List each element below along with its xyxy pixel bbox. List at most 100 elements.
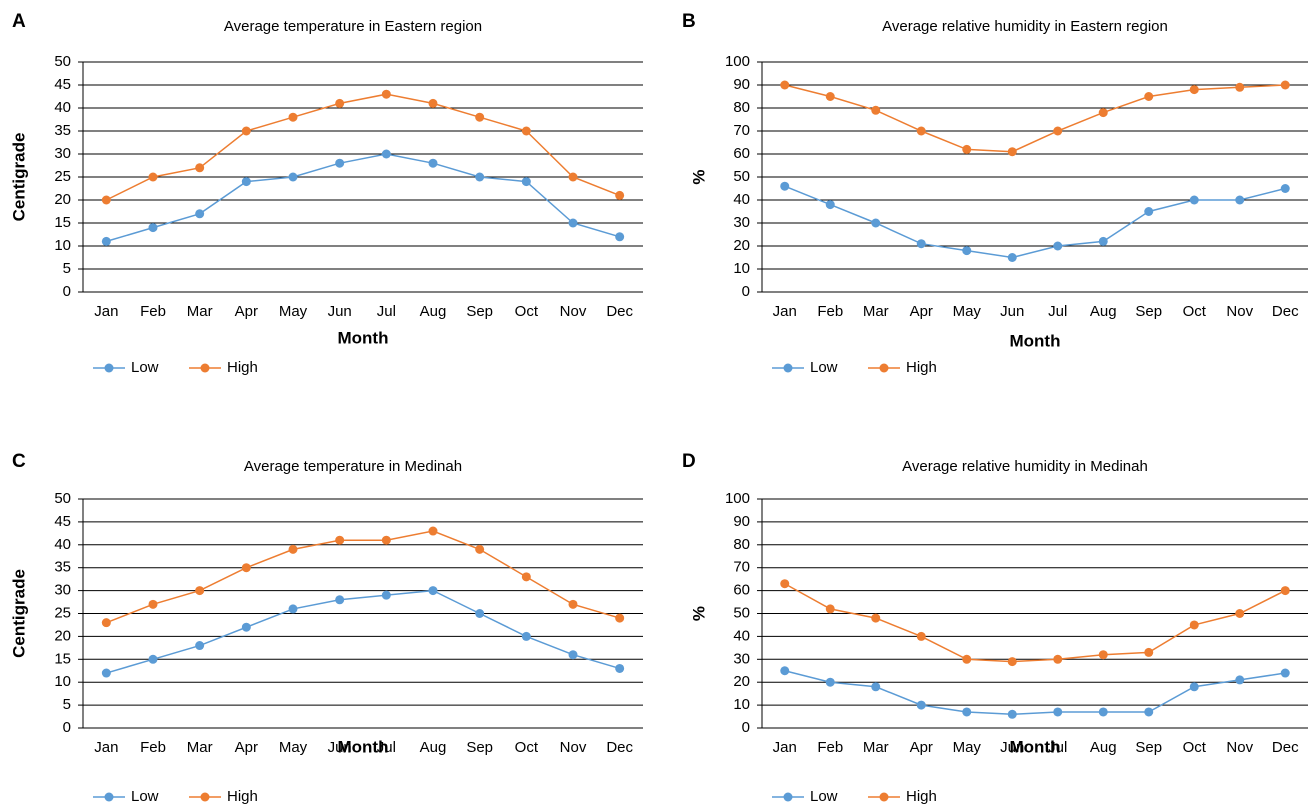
- y-tick-label: 30: [733, 214, 750, 231]
- x-tick-label: Feb: [817, 303, 843, 320]
- data-point: [1189, 620, 1199, 630]
- y-axis-title: Centigrade: [9, 569, 28, 658]
- x-tick-label: Mar: [187, 303, 213, 320]
- data-point: [428, 158, 438, 168]
- series-line: [106, 530, 620, 624]
- data-point: [962, 144, 972, 154]
- data-point: [962, 246, 972, 256]
- y-tick-label: 70: [733, 122, 750, 139]
- data-point: [195, 586, 205, 596]
- data-point: [475, 172, 485, 182]
- data-point: [825, 92, 835, 101]
- legend-label: High: [906, 788, 937, 805]
- x-tick-label: Aug: [420, 303, 447, 320]
- x-tick-label: Feb: [140, 303, 166, 320]
- legend-marker: [879, 363, 889, 373]
- data-point: [825, 200, 835, 210]
- chart-title: Average relative humidity in Eastern reg…: [882, 18, 1168, 35]
- x-tick-label: Dec: [1272, 739, 1299, 756]
- y-tick-label: 40: [54, 99, 71, 116]
- data-point: [871, 105, 881, 115]
- y-tick-label: 25: [54, 168, 71, 185]
- data-point: [1053, 126, 1063, 136]
- data-point: [1007, 709, 1017, 719]
- y-tick-label: 5: [63, 260, 71, 277]
- y-tick-label: 15: [54, 214, 71, 231]
- data-point: [195, 163, 205, 173]
- data-point: [780, 579, 790, 589]
- data-point: [825, 604, 835, 614]
- data-point: [521, 177, 531, 187]
- x-tick-label: Jul: [377, 739, 396, 756]
- legend-label: Low: [131, 788, 159, 805]
- legend-label: High: [227, 788, 258, 805]
- data-point: [475, 112, 485, 122]
- x-tick-label: Apr: [235, 303, 258, 320]
- x-tick-label: Jun: [1000, 739, 1024, 756]
- legend-label: High: [227, 359, 258, 376]
- y-tick-label: 80: [733, 536, 750, 553]
- chart-title: Average temperature in Eastern region: [224, 18, 482, 35]
- x-tick-label: Jun: [1000, 303, 1024, 320]
- x-tick-label: Aug: [420, 739, 447, 756]
- y-tick-label: 25: [54, 604, 71, 621]
- series-line: [784, 84, 1286, 153]
- data-point: [871, 613, 881, 623]
- x-tick-label: Mar: [863, 739, 889, 756]
- x-tick-label: Nov: [560, 303, 587, 320]
- legend-marker: [104, 363, 114, 373]
- y-tick-label: 50: [733, 168, 750, 185]
- y-tick-label: 0: [63, 719, 71, 736]
- y-tick-label: 0: [742, 283, 750, 300]
- data-point: [1235, 675, 1245, 685]
- x-tick-label: Feb: [817, 739, 843, 756]
- data-point: [1280, 586, 1290, 596]
- series-line: [106, 93, 620, 201]
- data-point: [962, 707, 972, 717]
- series-line: [784, 670, 1286, 716]
- data-point: [101, 618, 111, 628]
- data-point: [101, 668, 111, 678]
- data-point: [1280, 668, 1290, 678]
- chart-title: Average temperature in Medinah: [244, 458, 462, 475]
- y-tick-label: 10: [54, 673, 71, 690]
- x-tick-label: Dec: [606, 303, 633, 320]
- data-point: [568, 599, 578, 609]
- y-tick-label: 50: [733, 604, 750, 621]
- data-point: [615, 663, 625, 673]
- data-point: [241, 177, 251, 187]
- x-tick-label: Jun: [328, 739, 352, 756]
- data-point: [1235, 82, 1245, 92]
- data-point: [428, 526, 438, 536]
- y-tick-label: 5: [63, 696, 71, 713]
- data-point: [962, 654, 972, 664]
- x-tick-label: Apr: [910, 303, 933, 320]
- x-tick-label: Sep: [466, 303, 493, 320]
- y-tick-label: 90: [733, 76, 750, 93]
- x-tick-label: Oct: [515, 739, 539, 756]
- data-point: [101, 195, 111, 205]
- y-tick-label: 30: [733, 650, 750, 667]
- data-point: [916, 239, 926, 249]
- data-point: [288, 544, 298, 554]
- data-point: [1144, 207, 1154, 216]
- legend-marker: [879, 792, 889, 802]
- series-line: [106, 589, 620, 674]
- data-point: [101, 236, 111, 246]
- data-point: [428, 586, 438, 596]
- data-point: [1189, 682, 1199, 692]
- x-tick-label: Nov: [1226, 739, 1253, 756]
- y-tick-label: 70: [733, 559, 750, 576]
- data-point: [381, 590, 391, 600]
- data-point: [1189, 85, 1199, 95]
- data-point: [780, 666, 790, 676]
- y-tick-label: 10: [54, 237, 71, 254]
- data-point: [1053, 654, 1063, 664]
- x-tick-label: Nov: [560, 739, 587, 756]
- y-tick-label: 15: [54, 650, 71, 667]
- data-point: [615, 613, 625, 623]
- panel-label: D: [682, 451, 696, 472]
- x-tick-label: May: [953, 303, 982, 320]
- data-point: [521, 126, 531, 136]
- data-point: [381, 535, 391, 545]
